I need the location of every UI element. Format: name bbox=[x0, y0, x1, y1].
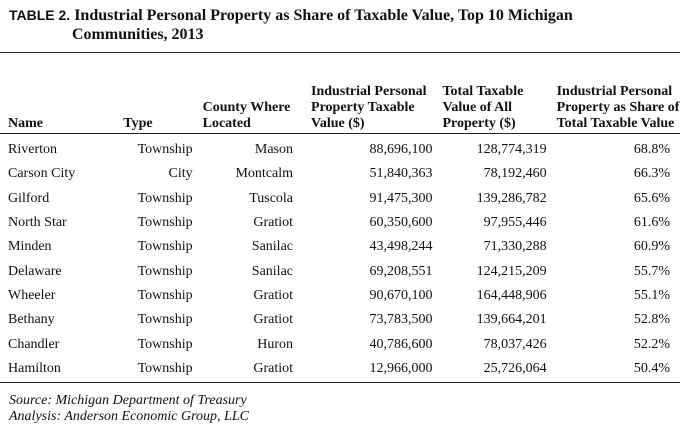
cell-industrial-value: 12,966,000 bbox=[369, 360, 433, 376]
table-row: Minden Township Sanilac 43,498,244 71,33… bbox=[0, 235, 680, 259]
cell-type: Township bbox=[137, 190, 193, 206]
cell-name: Hamilton bbox=[8, 360, 61, 376]
cell-name: Chandler bbox=[8, 336, 60, 352]
header-rule bbox=[0, 133, 680, 134]
cell-share: 66.3% bbox=[633, 166, 670, 182]
cell-industrial-value: 51,840,363 bbox=[369, 166, 433, 182]
cell-industrial-value: 91,475,300 bbox=[369, 190, 433, 206]
table-number: TABLE 2. bbox=[9, 7, 71, 23]
cell-share: 52.8% bbox=[633, 312, 670, 328]
cell-county: Mason bbox=[254, 142, 294, 158]
col-header-name: Name bbox=[8, 116, 43, 131]
cell-name: Carson City bbox=[8, 166, 76, 182]
cell-share: 68.8% bbox=[633, 142, 670, 158]
cell-share: 61.6% bbox=[633, 215, 670, 231]
cell-name: Gilford bbox=[8, 190, 50, 206]
cell-total-value: 25,726,064 bbox=[483, 360, 547, 376]
cell-county: Gratiot bbox=[253, 287, 294, 303]
header-row: Name Type County Where Located Industria… bbox=[0, 62, 680, 136]
cell-name: Wheeler bbox=[8, 287, 56, 303]
cell-total-value: 139,664,201 bbox=[476, 312, 547, 328]
col-header-industrial-value: Industrial Personal Property Taxable Val… bbox=[311, 84, 427, 131]
cell-county: Gratiot bbox=[253, 312, 294, 328]
cell-county: Tuscola bbox=[249, 190, 294, 206]
cell-type: Township bbox=[137, 312, 193, 328]
cell-type: City bbox=[168, 166, 193, 182]
cell-type: Township bbox=[137, 215, 193, 231]
cell-total-value: 78,037,426 bbox=[483, 336, 547, 352]
cell-county: Sanilac bbox=[251, 239, 294, 255]
col-header-county: County Where Located bbox=[202, 100, 291, 131]
source-note: Source: Michigan Department of Treasury … bbox=[9, 393, 249, 425]
cell-total-value: 78,192,460 bbox=[483, 166, 547, 182]
cell-industrial-value: 69,208,551 bbox=[369, 263, 433, 279]
col-header-total-value: Total Taxable Value of All Property ($) bbox=[442, 84, 524, 131]
cell-name: Minden bbox=[8, 239, 52, 255]
top-rule bbox=[0, 52, 680, 53]
cell-industrial-value: 73,783,500 bbox=[369, 312, 433, 328]
table-title-line2: Communities, 2013 bbox=[72, 26, 204, 43]
cell-type: Township bbox=[137, 239, 193, 255]
cell-share: 55.7% bbox=[633, 263, 670, 279]
table-title: TABLE 2. Industrial Personal Property as… bbox=[9, 6, 669, 44]
cell-type: Township bbox=[137, 336, 193, 352]
cell-share: 55.1% bbox=[633, 287, 670, 303]
cell-county: Huron bbox=[257, 336, 294, 352]
cell-total-value: 139,286,782 bbox=[476, 190, 547, 206]
cell-total-value: 71,330,288 bbox=[483, 239, 547, 255]
cell-name: Bethany bbox=[8, 312, 55, 328]
col-header-share: Industrial Personal Property as Share of… bbox=[556, 84, 680, 131]
table-row: Hamilton Township Gratiot 12,966,000 25,… bbox=[0, 357, 680, 381]
data-table: Name Type County Where Located Industria… bbox=[0, 62, 680, 381]
table-title-line1: Industrial Personal Property as Share of… bbox=[74, 7, 573, 24]
table-row: Gilford Township Tuscola 91,475,300 139,… bbox=[0, 187, 680, 211]
cell-total-value: 164,448,906 bbox=[476, 287, 547, 303]
cell-type: Township bbox=[137, 360, 193, 376]
cell-share: 65.6% bbox=[633, 190, 670, 206]
table-row: Chandler Township Huron 40,786,600 78,03… bbox=[0, 332, 680, 356]
cell-industrial-value: 60,350,600 bbox=[369, 215, 433, 231]
source-line: Source: Michigan Department of Treasury bbox=[9, 393, 247, 408]
cell-type: Township bbox=[137, 142, 193, 158]
cell-industrial-value: 88,696,100 bbox=[369, 142, 433, 158]
cell-total-value: 128,774,319 bbox=[476, 142, 547, 158]
cell-total-value: 124,215,209 bbox=[476, 263, 547, 279]
table-row: Delaware Township Sanilac 69,208,551 124… bbox=[0, 259, 680, 283]
cell-industrial-value: 40,786,600 bbox=[369, 336, 433, 352]
cell-share: 52.2% bbox=[633, 336, 670, 352]
cell-industrial-value: 43,498,244 bbox=[369, 239, 433, 255]
analysis-line: Analysis: Anderson Economic Group, LLC bbox=[9, 409, 249, 424]
cell-industrial-value: 90,670,100 bbox=[369, 287, 433, 303]
cell-county: Gratiot bbox=[253, 360, 294, 376]
cell-type: Township bbox=[137, 287, 193, 303]
bottom-rule bbox=[0, 382, 680, 383]
cell-type: Township bbox=[137, 263, 193, 279]
table-row: North Star Township Gratiot 60,350,600 9… bbox=[0, 211, 680, 235]
table-row: Wheeler Township Gratiot 90,670,100 164,… bbox=[0, 284, 680, 308]
cell-county: Montcalm bbox=[235, 166, 294, 182]
cell-county: Gratiot bbox=[253, 215, 294, 231]
cell-share: 60.9% bbox=[633, 239, 670, 255]
col-header-type: Type bbox=[123, 116, 153, 131]
cell-county: Sanilac bbox=[251, 263, 294, 279]
cell-name: North Star bbox=[8, 215, 67, 231]
table-row: Carson City City Montcalm 51,840,363 78,… bbox=[0, 162, 680, 186]
cell-share: 50.4% bbox=[633, 360, 670, 376]
table-row: Bethany Township Gratiot 73,783,500 139,… bbox=[0, 308, 680, 332]
cell-name: Delaware bbox=[8, 263, 62, 279]
cell-name: Riverton bbox=[8, 142, 57, 158]
cell-total-value: 97,955,446 bbox=[483, 215, 547, 231]
table-row: Riverton Township Mason 88,696,100 128,7… bbox=[0, 136, 680, 162]
